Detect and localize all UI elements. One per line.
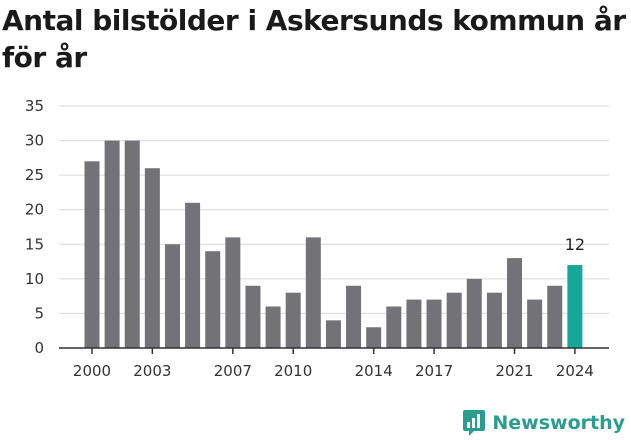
bar-2000 bbox=[84, 161, 100, 348]
x-tick-label: 2003 bbox=[133, 362, 171, 380]
bar-2016 bbox=[406, 299, 422, 348]
bar-2024 bbox=[567, 265, 583, 348]
x-tick-label: 2024 bbox=[556, 362, 594, 380]
y-tick-label: 5 bbox=[34, 304, 44, 322]
bars bbox=[84, 140, 583, 348]
bar-2019 bbox=[466, 278, 482, 348]
data-label-2024: 12 bbox=[565, 235, 585, 254]
y-tick-label: 15 bbox=[25, 235, 44, 253]
bar-2005 bbox=[185, 202, 201, 348]
bar-2018 bbox=[446, 292, 462, 348]
y-tick-label: 35 bbox=[25, 97, 44, 115]
bar-2011 bbox=[305, 237, 321, 348]
y-axis-labels: 0 5 10 15 20 25 30 35 bbox=[25, 97, 44, 357]
bar-2014 bbox=[366, 327, 382, 348]
bar-2020 bbox=[486, 292, 502, 348]
bar-2017 bbox=[426, 299, 442, 348]
bar-2012 bbox=[325, 320, 341, 348]
bar-2009 bbox=[265, 306, 281, 348]
y-tick-label: 30 bbox=[25, 132, 44, 150]
bar-2015 bbox=[386, 306, 402, 348]
y-tick-label: 25 bbox=[25, 166, 44, 184]
bar-2021 bbox=[507, 258, 523, 348]
x-tick-label: 2000 bbox=[73, 362, 111, 380]
x-axis-ticks: 2000 2003 2007 2010 2014 2017 2021 2024 bbox=[73, 348, 594, 380]
x-tick-label: 2017 bbox=[415, 362, 453, 380]
x-tick-label: 2007 bbox=[214, 362, 252, 380]
x-tick-label: 2010 bbox=[274, 362, 312, 380]
y-tick-label: 10 bbox=[25, 270, 44, 288]
bar-2022 bbox=[527, 299, 543, 348]
bar-2007 bbox=[225, 237, 241, 348]
newsworthy-logo-icon bbox=[463, 410, 486, 436]
bar-2004 bbox=[164, 244, 180, 348]
bar-2002 bbox=[124, 140, 140, 348]
bar-2006 bbox=[205, 251, 221, 348]
bar-2008 bbox=[245, 285, 261, 348]
bar-2010 bbox=[285, 292, 301, 348]
data-labels: 12 bbox=[565, 235, 585, 254]
brand-name: Newsworthy bbox=[492, 412, 625, 434]
bar-2001 bbox=[104, 140, 120, 348]
brand-logo: Newsworthy bbox=[462, 406, 625, 440]
bar-2023 bbox=[547, 285, 563, 348]
gridlines bbox=[59, 105, 609, 314]
y-tick-label: 20 bbox=[25, 201, 44, 219]
x-tick-label: 2014 bbox=[355, 362, 393, 380]
bar-2013 bbox=[346, 285, 362, 348]
x-tick-label: 2021 bbox=[495, 362, 533, 380]
bar-2003 bbox=[144, 168, 160, 348]
chart-title: Antal bilstölder i Askersunds kommun år … bbox=[2, 4, 626, 74]
y-tick-label: 0 bbox=[34, 339, 44, 357]
